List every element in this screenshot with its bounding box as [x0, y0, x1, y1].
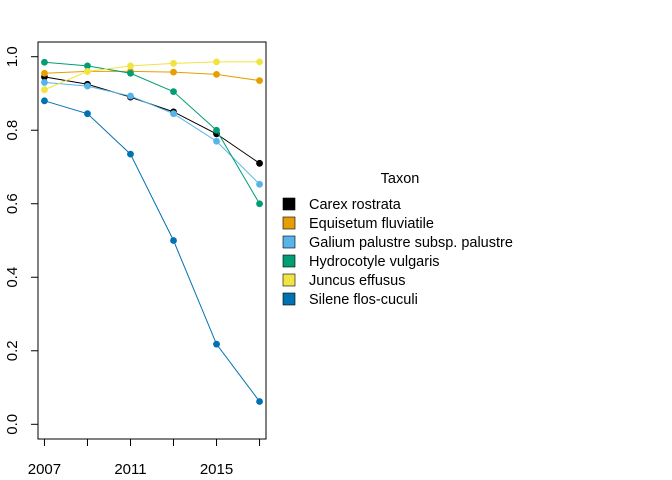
- data-point: [41, 97, 48, 105]
- data-point: [256, 398, 263, 405]
- series-galium-palustre-subsp-palustre: [41, 79, 263, 188]
- data-point: [213, 70, 220, 78]
- data-point: [127, 69, 134, 77]
- data-point: [127, 62, 134, 70]
- legend-label: Juncus effusus: [309, 273, 405, 289]
- legend-swatch: [282, 254, 296, 268]
- data-point: [84, 68, 91, 75]
- data-point: [213, 137, 220, 145]
- y-tick-label: 0.4: [4, 267, 21, 288]
- data-point: [213, 58, 220, 66]
- series-line: [44, 70, 260, 82]
- data-point: [256, 77, 263, 84]
- legend-label: Carex rostrata: [309, 197, 402, 213]
- x-tick-label: 2011: [114, 461, 146, 478]
- series-hydrocotyle-vulgaris: [41, 58, 263, 208]
- legend-swatch: [282, 216, 296, 230]
- data-point: [41, 79, 48, 86]
- legend-swatch: [282, 292, 296, 306]
- data-point: [41, 58, 48, 66]
- x-tick-label: 2007: [28, 461, 61, 478]
- data-point: [170, 59, 177, 67]
- y-tick-label: 0.0: [4, 414, 21, 435]
- data-point: [170, 110, 177, 118]
- data-point: [256, 58, 263, 66]
- data-point: [84, 110, 91, 118]
- series-line: [44, 61, 260, 204]
- legend-title: Taxon: [381, 171, 420, 187]
- x-tick-label: 2015: [200, 461, 233, 478]
- y-tick-label: 0.2: [4, 340, 21, 361]
- legend-label: Equisetum fluviatile: [309, 216, 434, 232]
- x-axis: 2007 2011 2015: [28, 439, 261, 478]
- series-line: [44, 61, 260, 91]
- data-point: [170, 237, 177, 244]
- legend-label: Galium palustre subsp. palustre: [309, 235, 513, 251]
- data-point: [213, 340, 220, 348]
- data-point: [41, 69, 48, 77]
- series-line: [44, 76, 260, 164]
- data-point: [127, 92, 134, 100]
- y-tick-label: 1.0: [4, 46, 21, 67]
- data-point: [256, 159, 263, 167]
- series-line: [44, 81, 260, 185]
- data-point: [213, 126, 220, 134]
- plot-frame: [37, 41, 267, 440]
- data-point: [127, 150, 134, 158]
- legend-swatch: [282, 235, 296, 249]
- y-tick-label: 0.6: [4, 193, 21, 214]
- data-point: [41, 86, 48, 94]
- legend-swatch: [282, 273, 296, 287]
- series-line: [44, 100, 260, 402]
- legend-swatch: [282, 197, 296, 211]
- data-point: [256, 180, 263, 188]
- series-juncus-effusus: [41, 58, 263, 94]
- series-silene-flos-cuculi: [41, 97, 263, 405]
- series-layer: [41, 58, 263, 405]
- legend-label: Hydrocotyle vulgaris: [309, 254, 440, 270]
- data-point: [84, 82, 91, 90]
- data-point: [256, 200, 263, 208]
- legend: Taxon Carex rostrata Equisetum fluviatile…: [282, 171, 513, 308]
- y-axis: 0.0 0.2 0.4 0.6 0.8 1.0: [4, 46, 38, 435]
- data-point: [84, 62, 91, 70]
- y-tick-label: 0.8: [4, 120, 21, 141]
- data-point: [170, 88, 177, 96]
- legend-label: Silene flos-cuculi: [309, 292, 418, 308]
- data-point: [170, 68, 177, 76]
